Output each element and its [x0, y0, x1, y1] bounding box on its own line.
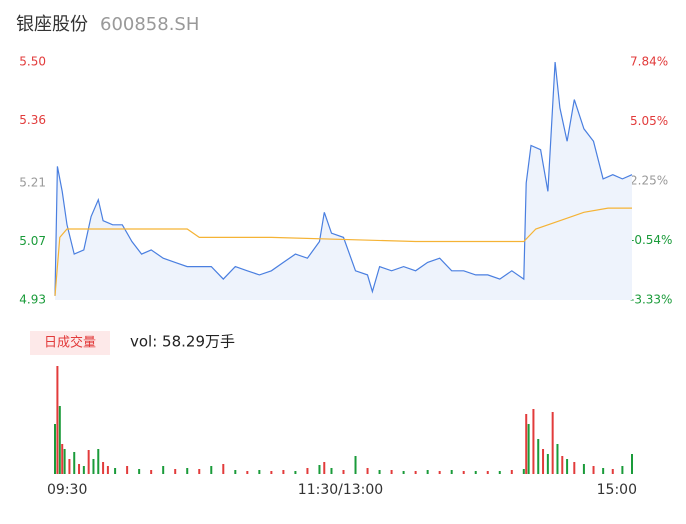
volume-bar: [527, 424, 530, 474]
stock-code: 600858.SH: [100, 14, 199, 35]
volume-bar: [306, 468, 309, 474]
volume-bar: [318, 465, 321, 474]
volume-bar: [150, 470, 153, 474]
volume-bar: [486, 471, 489, 474]
volume-bar: [97, 449, 100, 474]
volume-bar: [390, 470, 393, 474]
volume-bar: [174, 469, 177, 474]
y2-tick-label: -0.54%: [630, 233, 672, 247]
volume-bar: [162, 466, 165, 474]
volume-bar: [92, 459, 95, 474]
volume-bar: [210, 466, 213, 474]
volume-bar: [532, 409, 535, 474]
volume-bar: [525, 414, 528, 474]
y2-tick-label: 5.05%: [630, 114, 668, 128]
y2-tick-label: 2.25%: [630, 174, 668, 188]
x-tick-label: 15:00: [597, 482, 637, 498]
volume-bar: [592, 466, 595, 474]
volume-bar: [61, 444, 64, 474]
y-tick-label: 5.21: [19, 176, 46, 190]
volume-bar: [402, 471, 405, 474]
volume-bar: [246, 471, 249, 474]
volume-bar: [438, 471, 441, 474]
volume-bar: [126, 466, 129, 474]
volume-bar: [63, 449, 66, 474]
volume-bar: [87, 450, 90, 474]
y-tick-label: 5.07: [19, 234, 46, 248]
volume-bar: [323, 462, 326, 474]
volume-bar: [631, 454, 633, 474]
volume-bar: [58, 406, 61, 474]
volume-bar: [510, 470, 513, 474]
volume-bar: [573, 462, 576, 474]
volume-bar: [474, 471, 477, 474]
volume-bar: [498, 471, 501, 474]
x-tick-label: 11:30/13:00: [298, 482, 383, 498]
volume-bar: [282, 470, 285, 474]
volume-bar: [556, 444, 559, 474]
volume-bar: [198, 469, 201, 474]
volume-bar: [102, 462, 105, 474]
series-line: [54, 207, 632, 296]
volume-bar: [611, 469, 614, 474]
volume-bar: [561, 456, 564, 474]
volume-bar: [138, 469, 141, 474]
y2-tick-label: -3.33%: [630, 293, 672, 307]
y-tick-label: 4.93: [19, 293, 46, 307]
volume-bar: [582, 464, 585, 474]
price-area: [55, 62, 632, 300]
volume-bar: [106, 466, 109, 474]
volume-bar: [522, 469, 525, 474]
volume-bar: [330, 468, 333, 474]
volume-bar: [186, 468, 189, 474]
volume-bar: [73, 452, 76, 474]
volume-text: vol: 58.29万手: [130, 333, 235, 351]
volume-bar: [270, 471, 273, 474]
volume-bar: [82, 466, 85, 474]
volume-bar: [546, 454, 549, 474]
y-tick-label: 5.36: [19, 113, 46, 127]
volume-bar: [114, 468, 117, 474]
volume-label: 日成交量: [44, 335, 96, 351]
volume-bar: [342, 470, 345, 474]
volume-bar: [414, 471, 417, 474]
volume-label-bg: [30, 331, 110, 355]
volume-bar: [258, 470, 261, 474]
y2-tick-label: 7.84%: [630, 55, 668, 69]
volume-bar: [366, 468, 369, 474]
volume-bar: [566, 459, 569, 474]
volume-bar: [78, 464, 81, 474]
volume-bar: [450, 470, 453, 474]
volume-bar: [621, 466, 624, 474]
volume-bar: [68, 459, 71, 474]
volume-bar: [602, 468, 605, 474]
volume-bar: [537, 439, 540, 474]
volume-bar: [462, 471, 465, 474]
volume-bar: [542, 449, 545, 474]
x-tick-label: 09:30: [47, 482, 87, 498]
volume-bar: [54, 424, 56, 474]
volume-bar: [426, 470, 429, 474]
volume-bar: [551, 412, 554, 474]
volume-bar: [234, 470, 237, 474]
volume-bar: [378, 470, 381, 474]
stock-name: 银座股份: [16, 14, 88, 35]
volume-bar: [354, 456, 357, 474]
volume-bar: [56, 366, 59, 474]
series-line: [54, 61, 633, 296]
y-tick-label: 5.50: [19, 55, 46, 69]
volume-bar: [222, 464, 225, 474]
volume-bar: [294, 471, 297, 474]
